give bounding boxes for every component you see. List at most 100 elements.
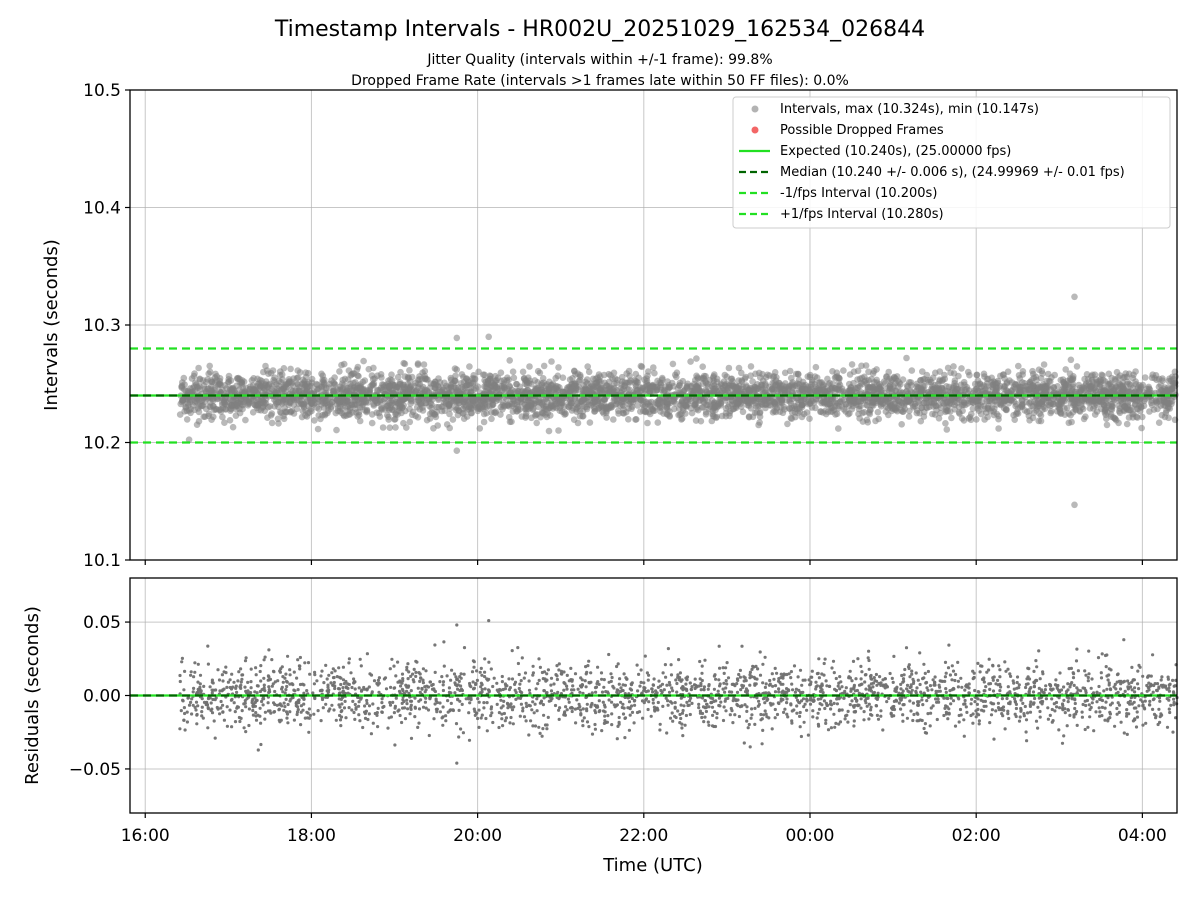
interval-point — [334, 404, 342, 412]
interval-point — [1077, 401, 1085, 409]
interval-point — [571, 380, 579, 388]
interval-point — [199, 377, 207, 384]
interval-point — [781, 369, 789, 377]
y-tick-label: 10.1 — [83, 551, 121, 571]
interval-point — [1029, 370, 1037, 378]
interval-point — [1011, 416, 1018, 424]
residual-point — [963, 698, 967, 703]
interval-point — [190, 383, 198, 390]
residual-point — [657, 679, 661, 683]
interval-point — [795, 380, 803, 388]
interval-point — [634, 402, 641, 409]
interval-point — [622, 396, 630, 404]
residual-point — [542, 689, 547, 693]
residual-point — [1135, 710, 1139, 714]
interval-point — [918, 404, 925, 411]
residual-point — [542, 713, 546, 717]
residual-point — [284, 672, 288, 676]
residual-point — [285, 684, 289, 689]
interval-point — [314, 425, 322, 433]
residual-point — [923, 671, 927, 676]
interval-point — [898, 421, 905, 428]
interval-point — [1047, 386, 1055, 394]
interval-point — [559, 374, 567, 382]
residual-point — [182, 718, 186, 722]
residual-point — [1061, 704, 1065, 708]
interval-point — [874, 408, 882, 416]
interval-point — [1029, 403, 1037, 410]
interval-point — [821, 398, 829, 406]
interval-point — [1137, 383, 1145, 391]
residual-point — [1157, 707, 1161, 711]
interval-point — [647, 403, 654, 410]
residual-point — [971, 721, 975, 725]
residual-point — [500, 674, 504, 679]
residual-point — [763, 685, 768, 690]
interval-point — [988, 398, 995, 406]
interval-point — [217, 381, 224, 389]
chart-subtitle-dropped: Dropped Frame Rate (intervals >1 frames … — [351, 73, 849, 89]
residual-point — [516, 646, 520, 650]
interval-point-outlier — [485, 333, 493, 341]
interval-point — [569, 375, 576, 382]
interval-point — [401, 395, 408, 402]
interval-point-outlier — [1071, 293, 1078, 301]
residual-point — [462, 672, 466, 676]
interval-point — [333, 426, 340, 434]
interval-point — [211, 374, 219, 381]
residual-point — [256, 684, 260, 688]
interval-point — [509, 408, 517, 415]
interval-point — [865, 409, 873, 416]
residual-point — [221, 703, 225, 707]
interval-point — [302, 412, 309, 419]
residual-point — [262, 683, 266, 687]
residual-point — [194, 700, 199, 704]
interval-point — [1136, 407, 1144, 415]
residual-point — [1050, 720, 1054, 724]
interval-point — [287, 365, 294, 373]
interval-point — [300, 379, 308, 387]
interval-point — [1078, 387, 1085, 394]
interval-point — [824, 375, 831, 383]
residual-point — [834, 721, 838, 726]
residual-point — [459, 727, 463, 731]
interval-point — [1040, 383, 1047, 390]
interval-point — [693, 386, 701, 394]
interval-point — [566, 399, 573, 406]
residual-point — [299, 723, 303, 727]
residual-point — [964, 705, 968, 709]
residual-point — [519, 679, 523, 683]
interval-point — [769, 409, 777, 416]
residual-point — [681, 708, 685, 713]
interval-point — [430, 425, 437, 432]
interval-point — [1039, 370, 1046, 377]
residual-point — [584, 685, 588, 689]
residual-point — [680, 678, 684, 682]
interval-point — [935, 415, 943, 422]
interval-point — [561, 409, 568, 416]
residual-point — [492, 676, 496, 680]
residual-point — [1098, 710, 1102, 714]
interval-point — [1123, 420, 1131, 428]
interval-point — [646, 388, 653, 395]
interval-point — [370, 364, 377, 372]
interval-point — [225, 378, 232, 386]
residual-point — [391, 700, 395, 705]
interval-point — [1092, 397, 1100, 404]
residual-point — [885, 700, 889, 704]
interval-point — [937, 404, 945, 412]
interval-point — [803, 409, 811, 416]
interval-point — [988, 374, 995, 382]
residual-point — [627, 700, 632, 704]
interval-point — [1061, 405, 1068, 412]
interval-point — [1040, 361, 1048, 368]
interval-point — [1067, 356, 1075, 364]
interval-point — [669, 397, 676, 405]
residual-point — [897, 701, 902, 705]
interval-point — [488, 415, 495, 423]
residual-point — [928, 724, 932, 728]
interval-point — [628, 405, 635, 413]
interval-point — [555, 364, 562, 371]
residual-point — [472, 665, 476, 669]
interval-point — [269, 383, 276, 390]
